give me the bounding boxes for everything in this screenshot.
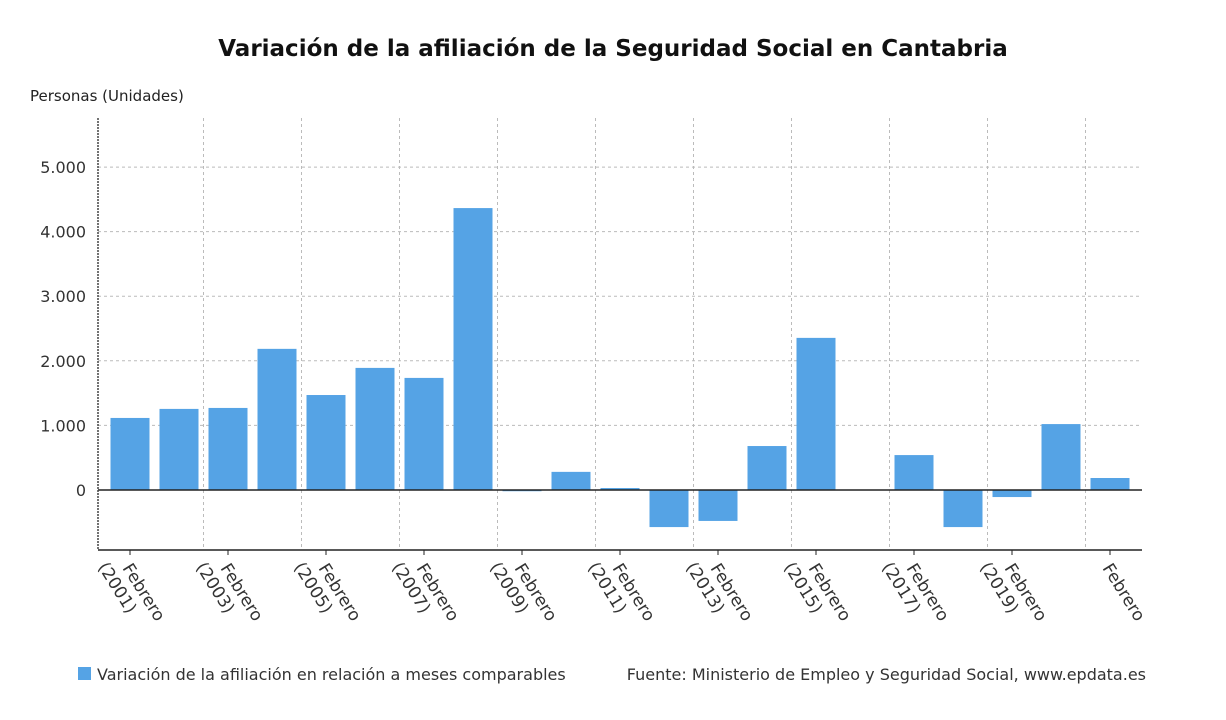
chart-title: Variación de la afiliación de la Segurid… bbox=[218, 36, 1008, 62]
bar bbox=[747, 446, 787, 490]
x-tick-label: Febrero(2003) bbox=[191, 559, 266, 625]
x-tick-label-line1: Febrero bbox=[1098, 560, 1149, 625]
y-tick-label: 5.000 bbox=[40, 158, 86, 177]
bar bbox=[453, 208, 493, 490]
bar bbox=[649, 489, 689, 528]
x-tick-label: Febrero(2015) bbox=[779, 559, 854, 625]
y-tick-label: 1.000 bbox=[40, 416, 86, 435]
bar bbox=[257, 348, 297, 490]
bar bbox=[208, 407, 248, 490]
bar bbox=[1041, 424, 1081, 490]
x-tick-label: Febrero(2007) bbox=[387, 559, 462, 625]
source-note: Fuente: Ministerio de Empleo y Seguridad… bbox=[627, 665, 1146, 684]
x-tick-label: Febrero(2009) bbox=[485, 559, 560, 625]
bar bbox=[796, 337, 836, 490]
bar bbox=[992, 489, 1032, 498]
x-tick-label: Febrero(2017) bbox=[877, 559, 952, 625]
bar bbox=[404, 377, 444, 490]
bar bbox=[1090, 478, 1130, 490]
bar bbox=[551, 471, 591, 490]
bar bbox=[600, 488, 640, 490]
x-tick-label: Febrero(2019) bbox=[975, 559, 1050, 625]
y-tick-label: 3.000 bbox=[40, 287, 86, 306]
legend-label: Variación de la afiliación en relación a… bbox=[97, 665, 566, 684]
x-tick-label: Febrero(2005) bbox=[289, 559, 364, 625]
bar bbox=[698, 489, 738, 521]
bar bbox=[306, 395, 346, 490]
bar bbox=[355, 367, 395, 490]
bar bbox=[943, 489, 983, 528]
x-tick-label: Febrero bbox=[1098, 560, 1149, 625]
y-tick-label: 2.000 bbox=[40, 352, 86, 371]
x-tick-label: Febrero(2013) bbox=[681, 559, 756, 625]
y-tick-label: 0 bbox=[76, 481, 86, 500]
y-tick-label: 4.000 bbox=[40, 223, 86, 242]
bar bbox=[894, 455, 934, 490]
x-tick-label: Febrero(2001) bbox=[93, 559, 168, 625]
x-tick-label: Febrero(2011) bbox=[583, 559, 658, 625]
y-axis-label: Personas (Unidades) bbox=[30, 87, 184, 105]
bar bbox=[110, 417, 150, 490]
legend-swatch bbox=[78, 667, 91, 680]
bar bbox=[159, 408, 199, 490]
